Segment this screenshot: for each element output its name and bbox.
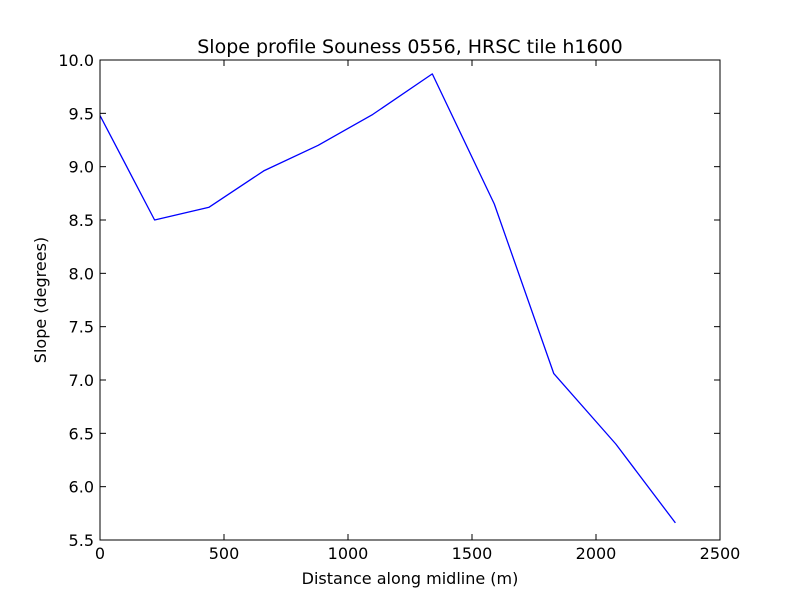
y-tick-label: 8.0	[69, 264, 94, 283]
x-tick-label: 2000	[576, 544, 617, 563]
plot-area	[100, 60, 720, 540]
y-tick-label: 6.5	[69, 424, 94, 443]
x-tick-label: 1000	[328, 544, 369, 563]
y-tick-label: 5.5	[69, 531, 94, 550]
y-tick-label: 9.5	[69, 104, 94, 123]
y-tick-label: 6.0	[69, 478, 94, 497]
series-line	[99, 73, 676, 524]
y-tick-label: 10.0	[58, 51, 94, 70]
y-tick-label: 7.0	[69, 371, 94, 390]
x-tick-label: 500	[209, 544, 240, 563]
x-tick-label: 0	[95, 544, 105, 563]
y-tick-label: 7.5	[69, 318, 94, 337]
chart-title: Slope profile Souness 0556, HRSC tile h1…	[197, 36, 623, 58]
y-axis-label: Slope (degrees)	[31, 237, 50, 363]
x-axis-label: Distance along midline (m)	[302, 569, 519, 588]
y-tick-label: 9.0	[69, 158, 94, 177]
axis-ticks: 0 500 1000 1500 2000 2500 5.5 6.0 6.5 7.0 7.5 8.0 8.…	[58, 51, 740, 563]
plot-frame	[99, 59, 721, 541]
series-layer	[99, 73, 676, 524]
x-tick-label: 1500	[452, 544, 493, 563]
x-tick-label: 2500	[700, 544, 741, 563]
y-tick-label: 8.5	[69, 211, 94, 230]
